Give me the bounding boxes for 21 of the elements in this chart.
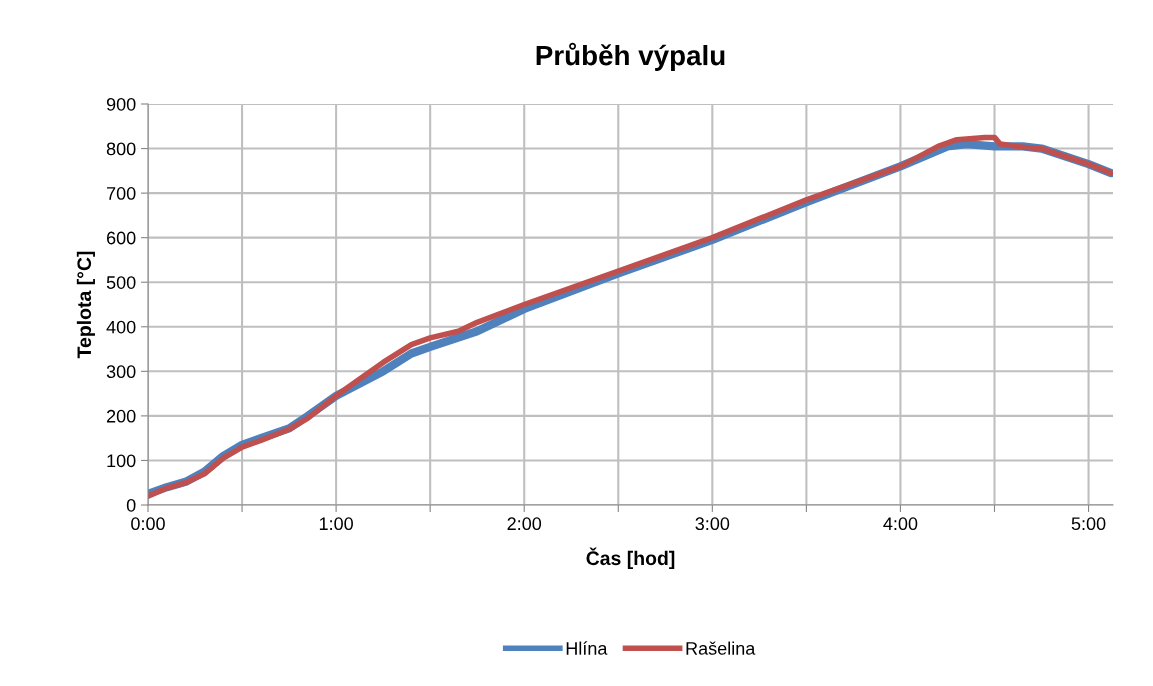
y-tick-label: 700 xyxy=(107,187,136,200)
y-tick-label: 100 xyxy=(107,454,136,468)
y-tick-label: 800 xyxy=(106,142,136,156)
x-tick-label: 4:00 xyxy=(883,517,918,531)
x-tick-label: 1:00 xyxy=(319,517,353,531)
y-tick-label: 200 xyxy=(106,409,136,423)
chart-title: Průběh výpalu xyxy=(536,42,725,71)
y-tick-label: 300 xyxy=(106,365,136,379)
y-tick-label: 600 xyxy=(106,231,136,245)
y-tick-label: 400 xyxy=(106,320,136,334)
y-tick-label: 0 xyxy=(126,498,136,512)
x-axis-title: Čas [hod] xyxy=(586,547,675,569)
y-tick-label: 500 xyxy=(106,276,136,289)
y-axis-title: Teplota [°C] xyxy=(76,251,95,359)
x-tick-label: 5:00 xyxy=(1071,517,1106,531)
x-tick-label: 3:00 xyxy=(695,517,730,531)
x-tick-label: 2:00 xyxy=(507,517,542,531)
x-tick-label: 0:00 xyxy=(131,517,165,531)
legend-label: Hlína xyxy=(566,641,608,655)
y-tick-label: 900 xyxy=(106,97,136,111)
legend-label: Rašelina xyxy=(686,641,756,655)
